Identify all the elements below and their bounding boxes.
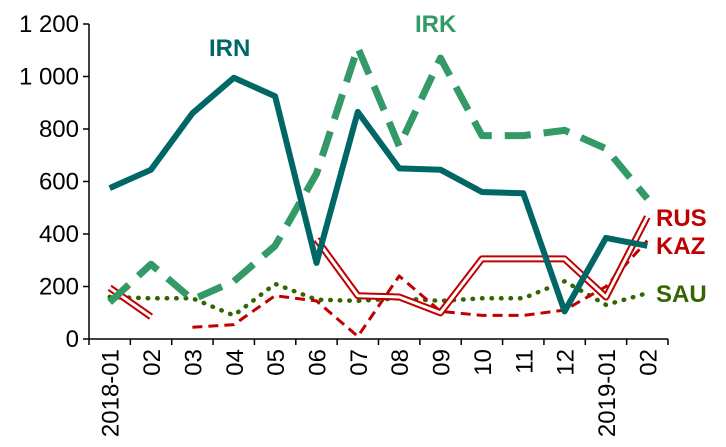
series-labels: IRN IRK RUS KAZ SAU bbox=[209, 11, 707, 308]
series-line-irk bbox=[107, 44, 650, 305]
x-tick-label: 06 bbox=[304, 349, 331, 376]
x-tick-label: 12 bbox=[553, 349, 580, 376]
y-tick-label: 0 bbox=[66, 326, 79, 353]
series-lines bbox=[107, 44, 651, 338]
x-tick-label: 02 bbox=[635, 349, 662, 376]
series-label-kaz: KAZ bbox=[656, 233, 705, 260]
x-tick-label: 2019-01 bbox=[594, 349, 621, 437]
series-line-rus-inner bbox=[315, 216, 649, 315]
y-axis-tick-labels: 0 200 400 600 800 1 000 1 200 bbox=[19, 11, 89, 353]
x-tick-label: 11 bbox=[511, 349, 538, 374]
x-tick-label: 10 bbox=[470, 349, 497, 376]
series-label-irk: IRK bbox=[415, 11, 457, 38]
x-axis-tick-labels: 2018-01 02 03 04 05 06 07 08 09 10 11 12 2019-01 02 bbox=[88, 339, 669, 437]
y-tick-label: 600 bbox=[39, 169, 79, 196]
y-tick-label: 800 bbox=[39, 116, 79, 143]
y-tick-label: 1 000 bbox=[19, 64, 79, 91]
x-tick-label: 05 bbox=[263, 349, 290, 376]
x-tick-label: 08 bbox=[387, 349, 414, 376]
series-label-rus: RUS bbox=[656, 205, 707, 232]
x-tick-label: 2018-01 bbox=[98, 349, 125, 437]
series-label-sau: SAU bbox=[656, 281, 707, 308]
series-line-kaz bbox=[192, 239, 649, 338]
y-tick-label: 1 200 bbox=[19, 11, 79, 38]
y-tick-label: 200 bbox=[39, 274, 79, 301]
x-tick-label: 07 bbox=[346, 349, 373, 376]
series-line-irn bbox=[108, 74, 648, 315]
y-tick-label: 400 bbox=[39, 221, 79, 248]
x-tick-label: 04 bbox=[222, 349, 249, 376]
series-label-irn: IRN bbox=[209, 35, 250, 62]
x-tick-label: 09 bbox=[429, 349, 456, 376]
x-tick-label: 03 bbox=[180, 349, 207, 376]
x-tick-label: 02 bbox=[139, 349, 166, 376]
